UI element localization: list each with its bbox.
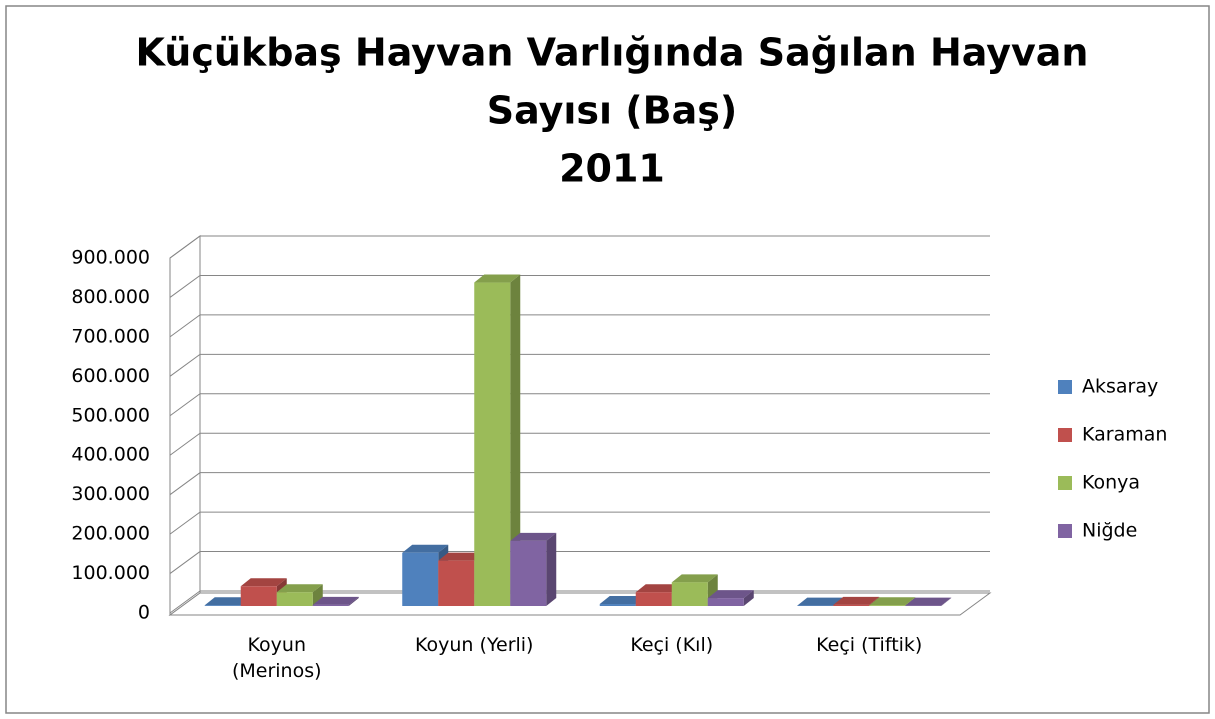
grid-line bbox=[169, 472, 990, 496]
bar-top bbox=[905, 597, 952, 606]
bar-top bbox=[474, 274, 521, 283]
x-tick-label: Keçi (Kıl) bbox=[630, 634, 714, 656]
bar-top bbox=[599, 596, 646, 605]
bar-front bbox=[276, 592, 313, 606]
bar-front bbox=[402, 552, 439, 606]
bar-front bbox=[510, 540, 547, 606]
chart-title: 2011 bbox=[559, 147, 665, 191]
bar-front bbox=[474, 282, 511, 606]
grid-line bbox=[169, 235, 990, 259]
bar-top bbox=[671, 574, 718, 583]
bar-top bbox=[707, 590, 754, 599]
bar bbox=[905, 597, 952, 606]
bar bbox=[707, 590, 754, 606]
y-tick-label: 600.000 bbox=[71, 365, 150, 387]
bar-top bbox=[833, 596, 880, 605]
legend-label: Niğde bbox=[1082, 520, 1137, 542]
bar-top bbox=[402, 544, 449, 553]
bar-top bbox=[869, 597, 916, 606]
bar-front bbox=[438, 560, 475, 606]
legend-swatch bbox=[1058, 476, 1072, 490]
grid-line bbox=[169, 393, 990, 417]
grid-line bbox=[169, 274, 990, 298]
floor bbox=[168, 592, 992, 616]
grid-line bbox=[169, 511, 990, 535]
bar-side bbox=[941, 597, 952, 606]
y-tick-label: 300.000 bbox=[71, 483, 150, 505]
grid-line bbox=[169, 432, 990, 456]
bar-top bbox=[312, 596, 359, 605]
left-wall bbox=[169, 235, 201, 616]
legend-swatch bbox=[1058, 428, 1072, 442]
y-tick-label: 200.000 bbox=[71, 523, 150, 545]
bar-front bbox=[833, 604, 870, 606]
grid-line bbox=[169, 353, 990, 377]
legend-label: Konya bbox=[1082, 472, 1140, 494]
y-tick-label: 400.000 bbox=[71, 444, 150, 466]
bar bbox=[276, 584, 323, 606]
chart-title: Sayısı (Baş) bbox=[487, 89, 737, 133]
bar-top bbox=[438, 552, 485, 561]
bar bbox=[510, 532, 557, 606]
x-tick-label: Koyun (Yerli) bbox=[415, 634, 534, 656]
grid-line bbox=[169, 551, 990, 574]
x-tick-label: Koyun (Merinos) bbox=[231, 634, 322, 682]
bar-front bbox=[599, 604, 636, 606]
legend-swatch bbox=[1058, 524, 1072, 538]
bar-front bbox=[869, 605, 906, 606]
bar-side bbox=[743, 590, 754, 606]
bar-top bbox=[204, 597, 251, 606]
legend-label: Karaman bbox=[1082, 424, 1167, 446]
grid-line bbox=[169, 314, 990, 338]
bar-front bbox=[707, 598, 744, 606]
y-tick-label: 700.000 bbox=[71, 325, 150, 347]
legend-swatch bbox=[1058, 380, 1072, 394]
bar-top bbox=[635, 584, 682, 593]
bar bbox=[312, 596, 359, 606]
bar-side bbox=[348, 596, 359, 606]
bar-top bbox=[240, 578, 287, 587]
bar-front bbox=[240, 586, 277, 606]
bar-side bbox=[546, 532, 557, 606]
chart-title: Küçükbaş Hayvan Varlığında Sağılan Hayva… bbox=[136, 31, 1089, 75]
bar-top bbox=[276, 584, 323, 593]
bar-top bbox=[797, 597, 844, 606]
bar-side bbox=[510, 274, 521, 606]
bar-front bbox=[671, 582, 708, 606]
bar-front bbox=[312, 604, 349, 606]
y-tick-label: 800.000 bbox=[71, 286, 150, 308]
bar bbox=[474, 274, 521, 606]
y-tick-label: 900.000 bbox=[71, 247, 150, 269]
legend-label: Aksaray bbox=[1082, 376, 1158, 398]
bar-side bbox=[312, 584, 323, 606]
y-tick-label: 100.000 bbox=[71, 562, 150, 584]
x-tick-label: Keçi (Tiftik) bbox=[816, 634, 923, 656]
bar-top bbox=[510, 532, 557, 541]
bar-front bbox=[204, 605, 241, 606]
bar-front bbox=[635, 592, 672, 606]
y-tick-label: 0 bbox=[138, 602, 150, 624]
y-tick-label: 500.000 bbox=[71, 404, 150, 426]
